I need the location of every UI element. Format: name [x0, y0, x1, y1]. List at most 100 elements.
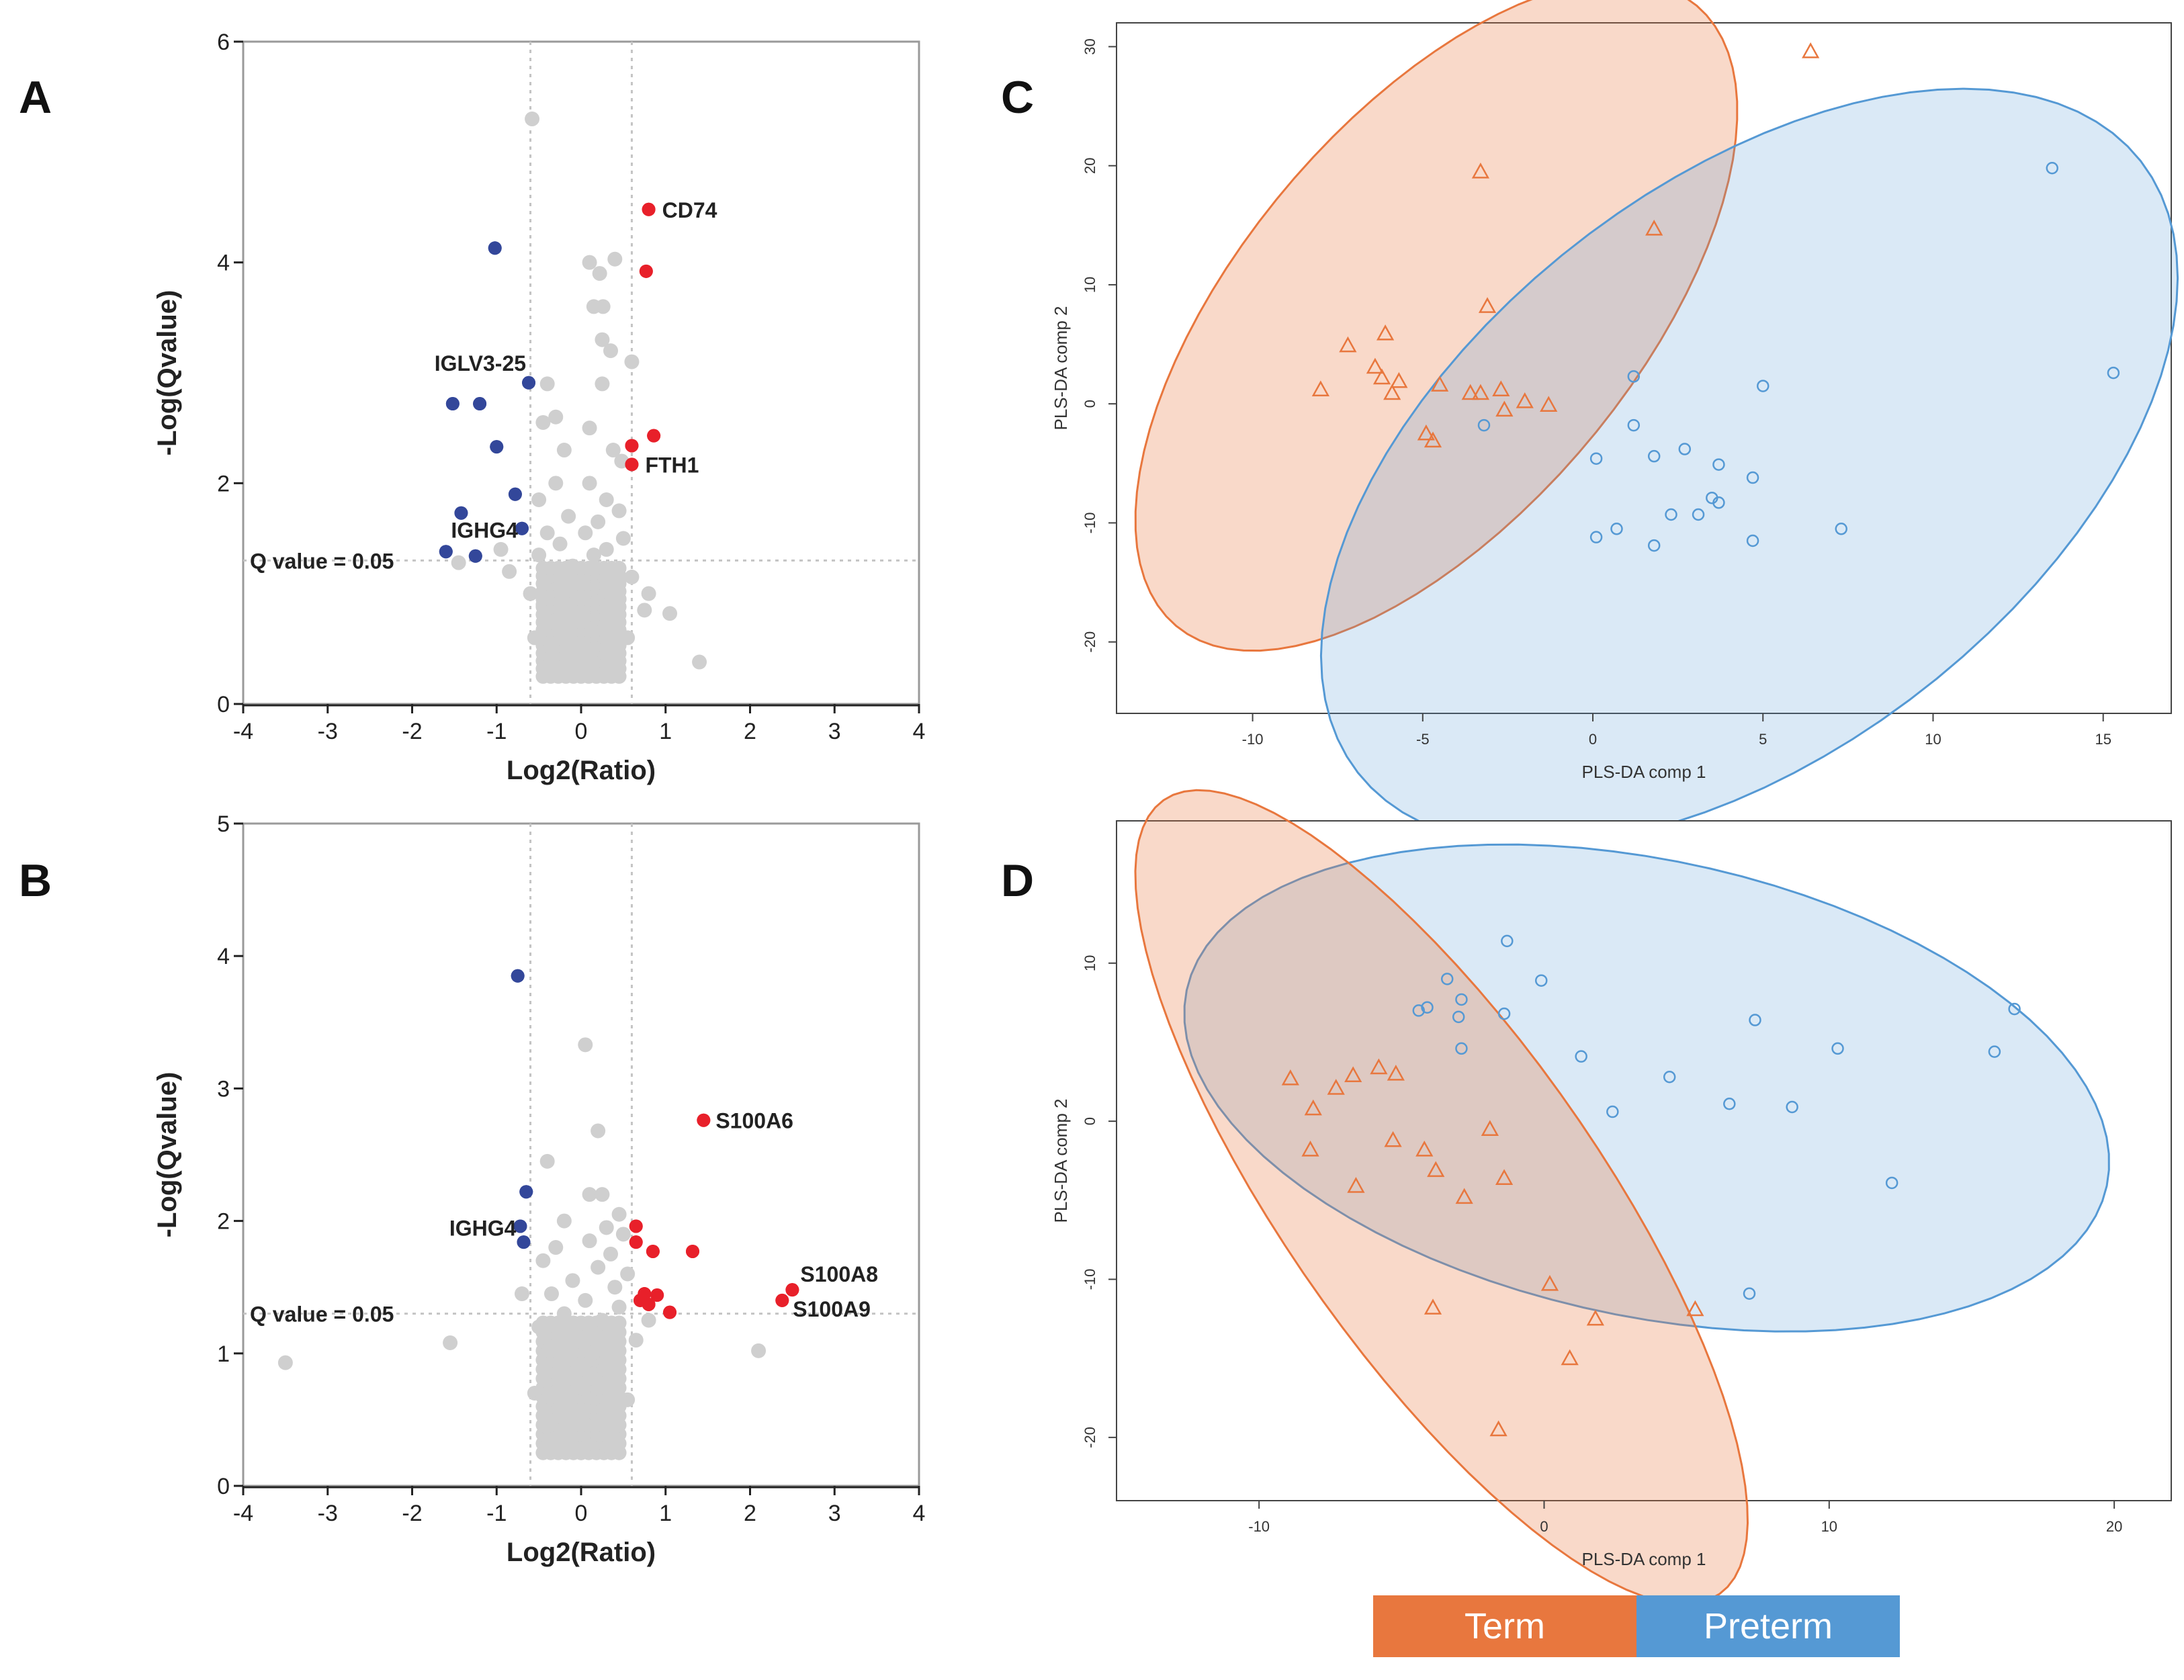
- panel-b-point-ns: [611, 1299, 627, 1315]
- panel-d-point-preterm: [1723, 1098, 1736, 1110]
- panel-a-point-ns: [591, 514, 606, 529]
- panel-d-point-preterm: [1534, 974, 1548, 987]
- panel-c-point-term: [1366, 357, 1385, 374]
- panel-c-y-tick-label: 20: [1082, 157, 1098, 173]
- panel-b-point-ns: [595, 1187, 610, 1202]
- panel-d-point-preterm: [2008, 1002, 2021, 1016]
- panel-b-point-down-top: [519, 1185, 533, 1199]
- panel-a-x-tick-label: 4: [913, 719, 926, 744]
- panel-b-point-ns: [535, 1253, 551, 1268]
- panel-d-y-tick-label: 10: [1082, 955, 1098, 971]
- plsda-plot-c: -10 -5 0 5 10 15 -20 -10 0 10 20 30 PLS-DA comp 1 PLS…: [1051, 0, 2179, 846]
- panel-c-y-axis-title: PLS-DA comp 2: [1051, 306, 1071, 431]
- panel-b-point-down-top: [511, 969, 525, 983]
- panel-b-point-up-top: [785, 1283, 799, 1297]
- panel-b-x-tick-label: 0: [575, 1501, 588, 1526]
- panel-c-y-tick-label: -10: [1082, 513, 1098, 534]
- panel-c-point-term: [1516, 392, 1534, 408]
- panel-d-point-term: [1384, 1131, 1402, 1147]
- panel-d-point-preterm: [1440, 973, 1454, 985]
- panel-b-point-up-top: [629, 1219, 643, 1233]
- panel-c-point-preterm: [1665, 508, 1677, 521]
- panel-a-point-down-top: [490, 440, 504, 454]
- panel-a-point-down-top: [473, 397, 487, 411]
- panel-c-point-preterm: [1712, 458, 1725, 471]
- panel-d-point-preterm: [1988, 1045, 2001, 1058]
- panel-b-y-tick-label: 4: [217, 944, 230, 969]
- panel-c-point-term: [1431, 375, 1449, 392]
- panel-d-point-term: [1489, 1420, 1508, 1437]
- panel-b-point-ns: [591, 1123, 606, 1139]
- panel-a-point-ns: [531, 547, 547, 563]
- panel-c-point-term: [1471, 162, 1490, 179]
- panel-d-point-term: [1281, 1069, 1299, 1086]
- legend-preterm-label: Preterm: [1704, 1606, 1833, 1646]
- plsda-plot-d: -10 0 10 20 -20 -10 0 10 PLS-DA comp 1 PLS-DA com…: [1051, 789, 2172, 1605]
- panel-d-point-preterm: [1663, 1071, 1676, 1084]
- panel-c-y-tick-label: -20: [1082, 631, 1098, 653]
- panel-a-gene-label: IGLV3-25: [435, 351, 526, 375]
- panel-b-point-up-top: [697, 1113, 711, 1127]
- panel-a-point-up-top: [625, 439, 639, 453]
- panel-c-y-tick-label: 30: [1082, 38, 1098, 54]
- panel-b-x-tick-label: 1: [659, 1501, 672, 1526]
- panel-c-x-tick-label: 0: [1589, 731, 1597, 748]
- panel-b-x-tick-label: 4: [913, 1501, 926, 1526]
- panel-d-point-term: [1347, 1177, 1365, 1193]
- panel-b-point-ns: [582, 1187, 597, 1202]
- panel-d-point-term: [1424, 1298, 1442, 1315]
- panel-b-gene-label: S100A8: [800, 1262, 878, 1286]
- panel-letter-b: B: [19, 855, 52, 906]
- panel-d-point-preterm: [1455, 1042, 1468, 1055]
- panel-d-y-tick-label: -10: [1082, 1269, 1098, 1290]
- panel-d-point-preterm: [1743, 1287, 1756, 1300]
- panel-a-y-tick-label: 2: [217, 471, 230, 496]
- legend-term-label: Term: [1465, 1606, 1545, 1646]
- panel-a-point-ns: [662, 606, 678, 621]
- panel-d-x-tick-label: 20: [2106, 1518, 2122, 1535]
- panel-a-point-ns: [599, 492, 614, 507]
- panel-b-y-tick-label: 2: [217, 1209, 230, 1235]
- panel-a-point-ns: [692, 654, 707, 670]
- panel-b-x-tick-label: 3: [828, 1501, 841, 1526]
- panel-a-point-ns: [624, 570, 640, 585]
- panel-d-y-tick-label: 0: [1082, 1117, 1098, 1125]
- panel-a-point-down-top: [522, 375, 536, 390]
- panel-a-point-ns: [548, 409, 564, 425]
- panel-c-point-term: [1461, 384, 1479, 400]
- panel-a-point-down-top: [439, 545, 453, 559]
- panel-c-point-preterm: [2046, 161, 2058, 175]
- panel-c-point-term: [1424, 431, 1442, 448]
- panel-letter-a: A: [19, 72, 52, 123]
- volcano-plot-b: Q value = 0.05 -4 -3 -2 -1 0 1 2 3 4 0 1 2 3 4 5 Log2(Ra…: [152, 811, 925, 1567]
- panel-a-point-ns: [578, 525, 593, 541]
- panel-a-point-ns: [525, 112, 540, 127]
- panel-d-ellipse-term: [1134, 789, 1749, 1605]
- panel-d-point-term: [1481, 1120, 1499, 1136]
- panel-c-y-tick-label: 0: [1082, 400, 1098, 408]
- panel-b-point-ns: [641, 1313, 656, 1328]
- panel-c-point-term: [1492, 380, 1510, 396]
- panel-d-point-term: [1455, 1188, 1473, 1204]
- panel-d-point-preterm: [1455, 993, 1468, 1006]
- panel-a-point-ns: [535, 414, 551, 430]
- panel-a-y-tick-label: 6: [217, 30, 230, 55]
- panel-c-point-preterm: [1746, 471, 1759, 484]
- panel-c-point-preterm: [1477, 418, 1491, 432]
- panel-b-point-ns: [565, 1273, 580, 1288]
- panel-a-point-ns: [451, 555, 466, 570]
- panel-b-point-down-top: [517, 1235, 531, 1249]
- panel-c-point-preterm: [1835, 523, 1847, 535]
- panel-letter-c: C: [1001, 72, 1034, 123]
- panel-b-point-ns-dense: [611, 1315, 627, 1331]
- panel-d-point-term: [1586, 1309, 1604, 1326]
- panel-c-point-term: [1417, 424, 1435, 441]
- panel-b-point-up-top: [646, 1244, 660, 1258]
- panel-a-x-axis-title: Log2(Ratio): [507, 756, 656, 785]
- panel-c-point-term: [1372, 368, 1391, 385]
- panel-d-x-tick-label: 10: [1821, 1518, 1837, 1535]
- panel-d-point-preterm: [1831, 1042, 1844, 1055]
- panel-b-point-down-top: [513, 1219, 527, 1233]
- legend-term-swatch: [1373, 1595, 1636, 1657]
- panel-b-point-up-top: [629, 1235, 643, 1249]
